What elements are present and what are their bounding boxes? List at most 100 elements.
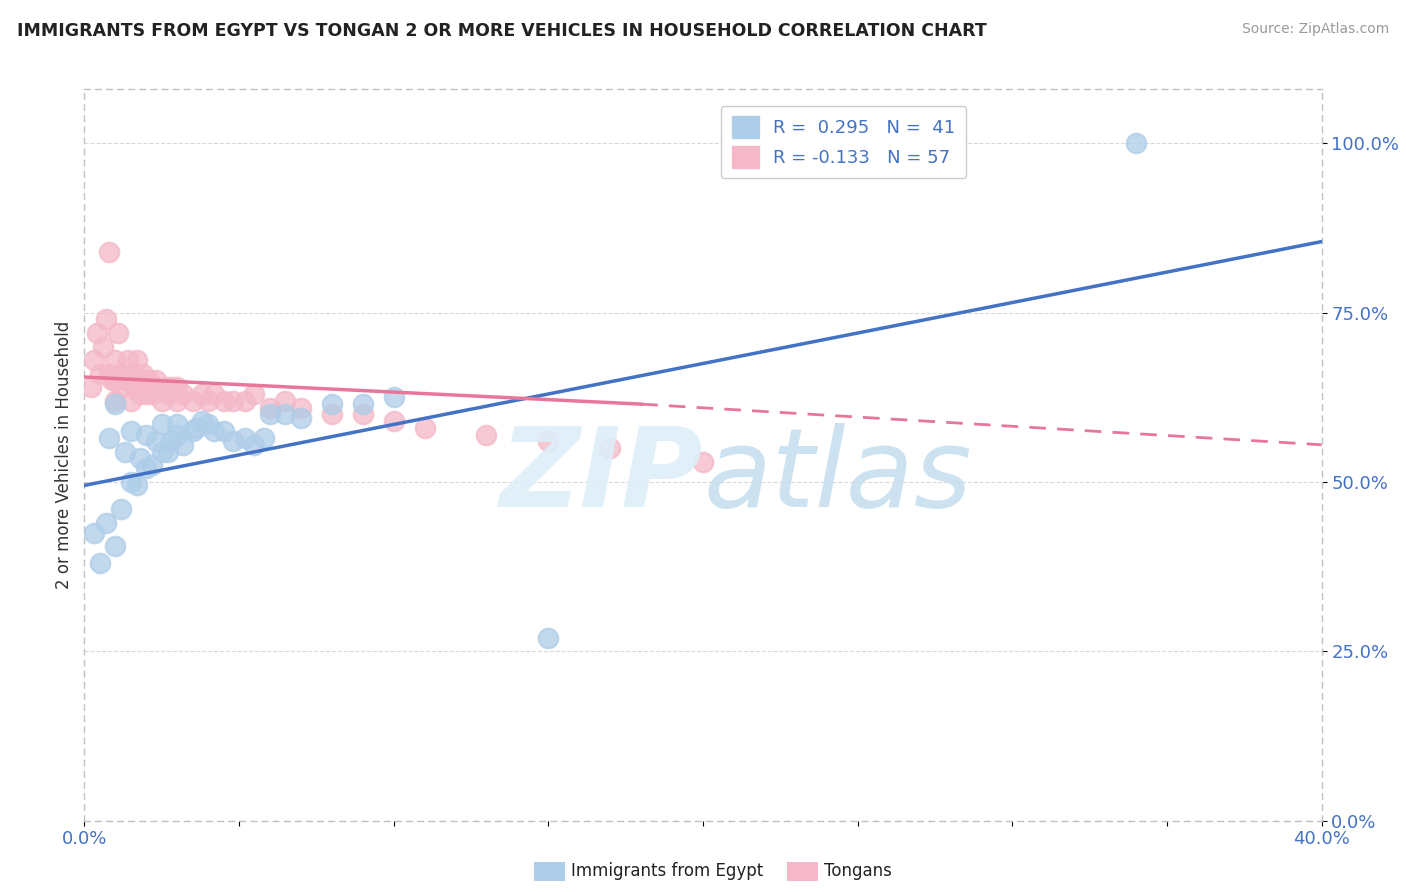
Point — [150, 444, 173, 458]
Point — [125, 353, 148, 368]
Point — [150, 393, 173, 408]
Point — [253, 431, 276, 445]
Point — [104, 373, 127, 387]
Point — [107, 326, 129, 340]
Point — [120, 393, 142, 408]
Point — [135, 427, 157, 442]
Point — [382, 414, 405, 428]
Point — [89, 367, 111, 381]
Point — [135, 461, 157, 475]
Text: Source: ZipAtlas.com: Source: ZipAtlas.com — [1241, 22, 1389, 37]
Point — [114, 444, 136, 458]
Point — [153, 380, 176, 394]
Point — [160, 434, 183, 449]
Point — [104, 539, 127, 553]
Point — [120, 475, 142, 489]
Point — [197, 393, 219, 408]
Point — [202, 424, 225, 438]
Point — [197, 417, 219, 432]
Point — [321, 407, 343, 421]
Point — [138, 373, 160, 387]
Point — [259, 407, 281, 421]
Text: Immigrants from Egypt: Immigrants from Egypt — [571, 863, 763, 880]
Point — [129, 373, 152, 387]
Point — [274, 393, 297, 408]
Point — [233, 431, 256, 445]
Point — [222, 393, 245, 408]
Point — [599, 441, 621, 455]
Point — [104, 353, 127, 368]
Point — [120, 424, 142, 438]
Text: atlas: atlas — [703, 424, 972, 531]
Point — [191, 414, 214, 428]
Point — [259, 401, 281, 415]
Point — [125, 478, 148, 492]
Point — [110, 367, 132, 381]
Point — [141, 380, 163, 394]
Point — [290, 401, 312, 415]
Point — [413, 421, 436, 435]
Point — [212, 393, 235, 408]
Point — [110, 502, 132, 516]
Point — [352, 397, 374, 411]
Point — [122, 380, 145, 394]
Point — [98, 431, 121, 445]
Point — [537, 434, 560, 449]
Point — [104, 393, 127, 408]
Point — [475, 427, 498, 442]
Point — [352, 407, 374, 421]
Point — [129, 387, 152, 401]
Point — [172, 438, 194, 452]
Point — [166, 393, 188, 408]
Point — [202, 387, 225, 401]
Point — [156, 387, 179, 401]
Point — [132, 367, 155, 381]
Point — [321, 397, 343, 411]
Point — [145, 373, 167, 387]
Point — [156, 444, 179, 458]
Point — [290, 410, 312, 425]
Point — [233, 393, 256, 408]
Point — [104, 397, 127, 411]
Point — [692, 455, 714, 469]
Point — [274, 407, 297, 421]
Point — [83, 525, 105, 540]
Point — [129, 451, 152, 466]
Point — [145, 434, 167, 449]
Point — [135, 373, 157, 387]
Point — [243, 438, 266, 452]
Point — [141, 387, 163, 401]
Point — [382, 390, 405, 404]
Point — [222, 434, 245, 449]
Point — [181, 393, 204, 408]
Point — [212, 424, 235, 438]
Text: IMMIGRANTS FROM EGYPT VS TONGAN 2 OR MORE VEHICLES IN HOUSEHOLD CORRELATION CHAR: IMMIGRANTS FROM EGYPT VS TONGAN 2 OR MOR… — [17, 22, 987, 40]
Point — [91, 340, 114, 354]
Point — [1125, 136, 1147, 151]
Point — [172, 387, 194, 401]
Legend: R =  0.295   N =  41, R = -0.133   N = 57: R = 0.295 N = 41, R = -0.133 N = 57 — [721, 105, 966, 178]
Point — [79, 380, 101, 394]
Point — [86, 326, 108, 340]
Point — [98, 367, 121, 381]
Text: Tongans: Tongans — [824, 863, 891, 880]
Text: ZIP: ZIP — [499, 424, 703, 531]
Point — [184, 421, 207, 435]
Point — [166, 417, 188, 432]
Point — [166, 380, 188, 394]
Y-axis label: 2 or more Vehicles in Household: 2 or more Vehicles in Household — [55, 321, 73, 589]
Point — [94, 516, 117, 530]
Point — [243, 387, 266, 401]
Point — [191, 387, 214, 401]
Point — [120, 373, 142, 387]
Point — [114, 373, 136, 387]
Point — [122, 367, 145, 381]
Point — [98, 244, 121, 259]
Point — [94, 312, 117, 326]
Point — [101, 373, 124, 387]
Point — [181, 424, 204, 438]
Point — [89, 556, 111, 570]
Point — [83, 353, 105, 368]
Point — [537, 631, 560, 645]
Point — [166, 427, 188, 442]
